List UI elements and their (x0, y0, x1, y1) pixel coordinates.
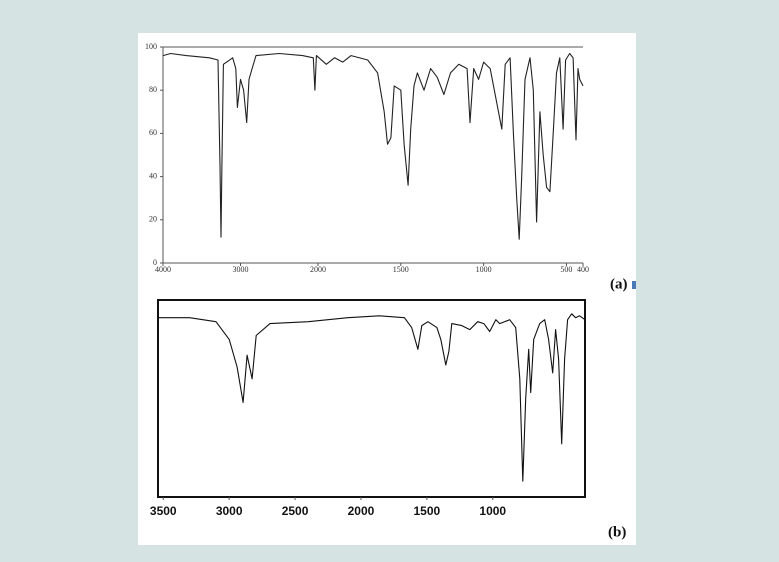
x-tick-label: 3000 (232, 265, 248, 274)
spectrum-line (158, 313, 586, 482)
x-tick-label: 4000 (155, 265, 171, 274)
x-tick-label: 1000 (476, 265, 492, 274)
y-tick-label: 40 (149, 171, 157, 180)
x-tick-label: 500 (560, 265, 572, 274)
x-tick-label: 2000 (348, 504, 375, 518)
spectrum-line (162, 52, 584, 240)
x-tick-label: 1500 (414, 504, 441, 518)
plot-frame (157, 299, 586, 498)
y-tick-label: 0 (153, 258, 157, 267)
x-tick-label: 3500 (150, 504, 177, 518)
x-tick-label: 3000 (216, 504, 243, 518)
y-tick-label: 100 (145, 42, 157, 51)
x-tick-label: 1000 (479, 504, 506, 518)
panel (138, 33, 636, 545)
panel-label: (a) (610, 276, 628, 292)
x-tick-label: 2000 (310, 265, 326, 274)
y-tick-label: 80 (149, 85, 157, 94)
panel-label: (b) (608, 524, 626, 540)
plot-frame (162, 46, 583, 264)
y-tick-label: 60 (149, 128, 157, 137)
x-tick-label: 400 (577, 265, 589, 274)
marker (632, 281, 636, 289)
y-tick-label: 20 (149, 215, 157, 224)
x-tick-label: 2500 (282, 504, 309, 518)
x-tick-label: 1500 (393, 265, 409, 274)
